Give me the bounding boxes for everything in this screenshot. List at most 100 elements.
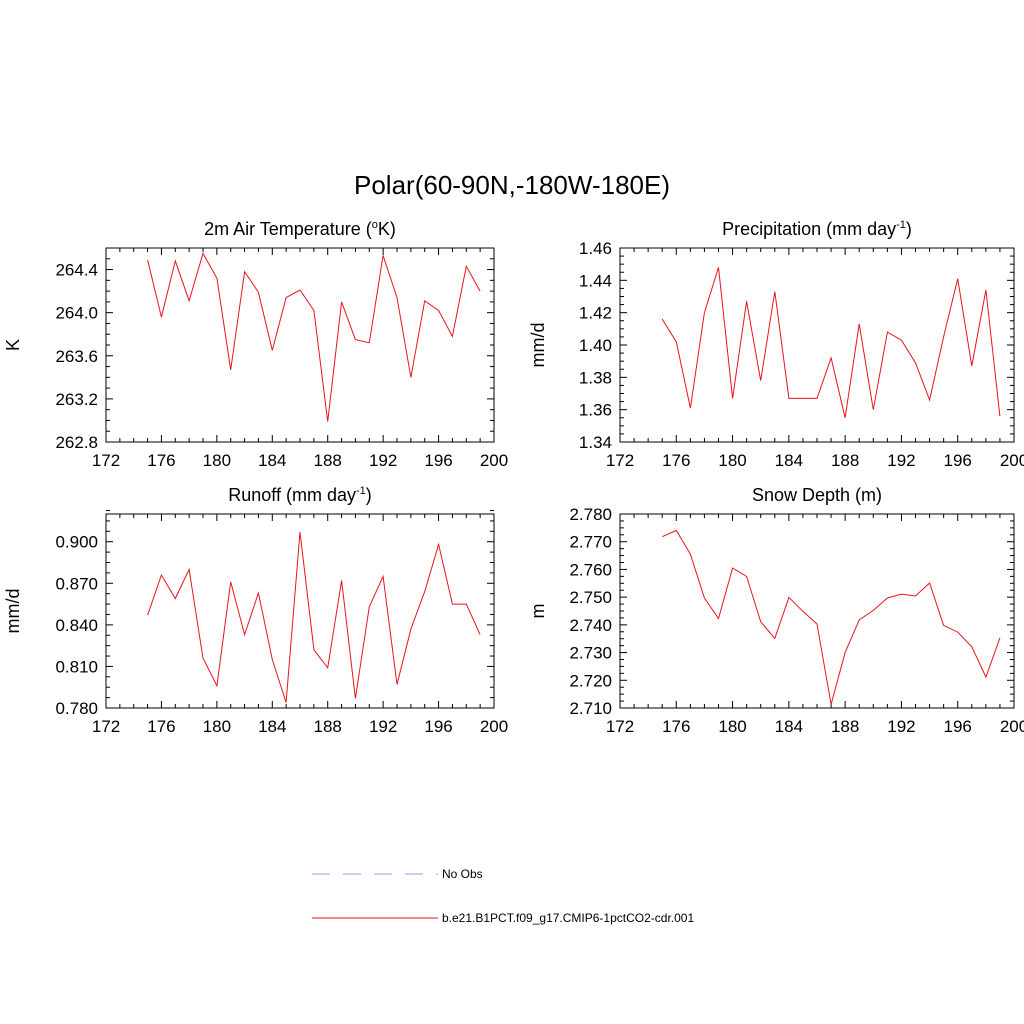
y-tick-label: 263.2 bbox=[55, 390, 98, 409]
data-point bbox=[397, 297, 398, 298]
data-point bbox=[746, 576, 747, 577]
y-axis-label: K bbox=[3, 339, 23, 351]
y-tick-label: 0.780 bbox=[55, 699, 98, 718]
y-tick-label: 1.44 bbox=[579, 271, 612, 290]
plot-frame bbox=[619, 247, 1015, 443]
data-point bbox=[424, 591, 425, 592]
y-tick-label: 262.8 bbox=[55, 433, 98, 452]
data-point bbox=[901, 594, 902, 595]
data-point bbox=[313, 310, 314, 311]
data-point bbox=[831, 357, 832, 358]
data-point bbox=[203, 658, 204, 659]
x-tick-label: 192 bbox=[887, 451, 915, 470]
data-point bbox=[788, 398, 789, 399]
data-point bbox=[662, 536, 663, 537]
panel-title-main: 2m Air Temperature ( bbox=[204, 219, 372, 239]
data-point bbox=[887, 332, 888, 333]
panel-title-main: Precipitation (mm day bbox=[722, 219, 896, 239]
panel-title: Runoff (mm day-1) bbox=[228, 485, 372, 505]
chart-panels: 172 176 180 184 188 192 196 200 262.8 263.2 263.6 2… bbox=[3, 219, 1024, 736]
data-point bbox=[147, 259, 148, 260]
data-point bbox=[383, 576, 384, 577]
data-point bbox=[480, 291, 481, 292]
x-tick-label: 172 bbox=[92, 717, 120, 736]
x-tick-label: 196 bbox=[424, 451, 452, 470]
y-tick-label: 263.6 bbox=[55, 347, 98, 366]
panel-title-superscript: -1 bbox=[356, 485, 366, 497]
panel-3: 172 176 180 184 188 192 196 200 0.780 0.810 0.840 0… bbox=[3, 485, 508, 736]
data-point bbox=[216, 278, 217, 279]
x-tick-label: 200 bbox=[1000, 451, 1024, 470]
data-point bbox=[230, 581, 231, 582]
x-tick-label: 196 bbox=[424, 717, 452, 736]
y-tick-label: 2.750 bbox=[569, 588, 612, 607]
x-tick-label: 200 bbox=[480, 451, 508, 470]
data-point bbox=[410, 629, 411, 630]
data-point bbox=[971, 646, 972, 647]
panel-title-superscript: o bbox=[372, 219, 378, 231]
data-point bbox=[452, 604, 453, 605]
data-point bbox=[161, 316, 162, 317]
figure-title: Polar(60-90N,-180W-180E) bbox=[354, 170, 670, 200]
data-point bbox=[760, 380, 761, 381]
data-point bbox=[230, 369, 231, 370]
y-tick-label: 1.46 bbox=[579, 239, 612, 258]
y-tick-label: 264.0 bbox=[55, 304, 98, 323]
x-tick-label: 180 bbox=[718, 451, 746, 470]
data-point bbox=[438, 544, 439, 545]
data-point bbox=[410, 377, 411, 378]
x-tick-label: 184 bbox=[775, 717, 803, 736]
y-tick-label: 264.4 bbox=[55, 261, 98, 280]
y-tick-label: 0.900 bbox=[55, 533, 98, 552]
data-point bbox=[313, 649, 314, 650]
y-tick-label: 2.780 bbox=[569, 505, 612, 524]
panel-title: Precipitation (mm day-1) bbox=[722, 219, 912, 239]
data-point bbox=[327, 667, 328, 668]
data-point bbox=[845, 417, 846, 418]
y-tick-label: 0.870 bbox=[55, 574, 98, 593]
data-point bbox=[873, 610, 874, 611]
x-tick-label: 188 bbox=[831, 451, 859, 470]
y-tick-label: 0.810 bbox=[55, 657, 98, 676]
data-point bbox=[244, 634, 245, 635]
y-tick-label: 2.770 bbox=[569, 533, 612, 552]
plot-frame bbox=[105, 247, 495, 443]
panel-title: Snow Depth (m) bbox=[752, 485, 882, 505]
panel-title-main: Runoff (mm day bbox=[228, 485, 356, 505]
y-tick-label: 1.36 bbox=[579, 401, 612, 420]
data-point bbox=[327, 421, 328, 422]
x-tick-label: 176 bbox=[662, 717, 690, 736]
x-tick-label: 188 bbox=[314, 717, 342, 736]
data-point bbox=[662, 319, 663, 320]
data-point bbox=[817, 398, 818, 399]
data-point bbox=[189, 569, 190, 570]
data-point bbox=[746, 301, 747, 302]
data-point bbox=[216, 685, 217, 686]
y-tick-label: 2.740 bbox=[569, 616, 612, 635]
y-tick-label: 0.840 bbox=[55, 616, 98, 635]
x-tick-label: 188 bbox=[314, 451, 342, 470]
data-point bbox=[690, 408, 691, 409]
data-point bbox=[676, 530, 677, 531]
x-tick-label: 176 bbox=[147, 717, 175, 736]
data-point bbox=[300, 532, 301, 533]
data-point bbox=[300, 290, 301, 291]
y-axis-label: mm/d bbox=[3, 589, 23, 634]
panel-title-main: Snow Depth (m) bbox=[752, 485, 882, 505]
x-tick-label: 172 bbox=[606, 451, 634, 470]
x-tick-label: 200 bbox=[1000, 717, 1024, 736]
data-point bbox=[859, 619, 860, 620]
legend: No Obs b.e21.B1PCT.f09_g17.CMIP6-1pctCO2-… bbox=[312, 867, 694, 925]
data-point bbox=[831, 704, 832, 705]
y-tick-label: 2.720 bbox=[569, 671, 612, 690]
y-tick-label: 1.42 bbox=[579, 304, 612, 323]
x-tick-label: 172 bbox=[606, 717, 634, 736]
x-tick-label: 176 bbox=[662, 451, 690, 470]
y-axis-label: m bbox=[528, 604, 548, 619]
x-tick-label: 192 bbox=[369, 717, 397, 736]
data-point bbox=[704, 312, 705, 313]
data-point bbox=[341, 580, 342, 581]
data-point bbox=[999, 637, 1000, 638]
legend-label-2: b.e21.B1PCT.f09_g17.CMIP6-1pctCO2-cdr.00… bbox=[442, 911, 694, 925]
